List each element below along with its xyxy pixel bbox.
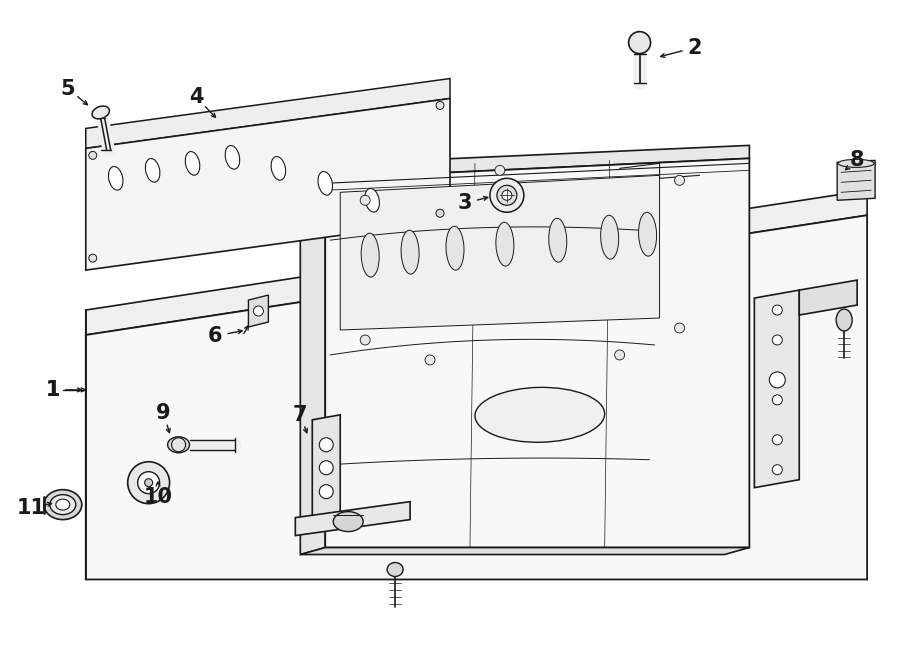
Text: 4: 4 [189, 87, 203, 107]
Circle shape [772, 305, 782, 315]
Ellipse shape [271, 156, 285, 180]
Polygon shape [340, 175, 660, 330]
Ellipse shape [44, 490, 82, 520]
Ellipse shape [387, 563, 403, 577]
Ellipse shape [361, 233, 379, 277]
Ellipse shape [185, 152, 200, 175]
Ellipse shape [167, 437, 190, 453]
Ellipse shape [401, 230, 419, 274]
Circle shape [89, 254, 96, 262]
Ellipse shape [838, 160, 874, 167]
Circle shape [772, 435, 782, 445]
Circle shape [128, 461, 169, 504]
Text: 1: 1 [46, 380, 60, 400]
Circle shape [425, 355, 435, 365]
Polygon shape [86, 99, 450, 270]
Circle shape [490, 178, 524, 213]
Polygon shape [325, 158, 750, 547]
Circle shape [138, 472, 159, 494]
Ellipse shape [496, 222, 514, 266]
Ellipse shape [318, 171, 332, 195]
Polygon shape [248, 295, 268, 327]
Polygon shape [301, 146, 750, 178]
Text: 8: 8 [850, 150, 864, 170]
Ellipse shape [446, 226, 464, 270]
Circle shape [360, 335, 370, 345]
Polygon shape [86, 215, 867, 579]
Polygon shape [799, 280, 857, 315]
Ellipse shape [92, 106, 110, 119]
Ellipse shape [639, 213, 657, 256]
Polygon shape [301, 158, 325, 555]
Circle shape [772, 465, 782, 475]
Circle shape [145, 479, 153, 487]
Circle shape [674, 323, 685, 333]
Text: 1: 1 [46, 380, 60, 400]
Text: 5: 5 [60, 79, 75, 99]
Polygon shape [754, 290, 799, 488]
Circle shape [320, 485, 333, 498]
Ellipse shape [549, 218, 567, 262]
Ellipse shape [225, 146, 239, 169]
Text: 7: 7 [293, 405, 308, 425]
Circle shape [772, 395, 782, 405]
Circle shape [320, 461, 333, 475]
Ellipse shape [836, 309, 852, 331]
Polygon shape [301, 547, 750, 555]
Polygon shape [295, 502, 410, 536]
Text: 3: 3 [458, 193, 473, 213]
Circle shape [360, 195, 370, 205]
Text: 6: 6 [208, 326, 222, 346]
Ellipse shape [600, 215, 618, 259]
Circle shape [770, 372, 786, 388]
Polygon shape [86, 190, 867, 335]
Circle shape [436, 101, 444, 109]
Ellipse shape [475, 387, 605, 442]
Circle shape [772, 335, 782, 345]
Circle shape [502, 190, 512, 201]
Text: 11: 11 [16, 498, 45, 518]
Circle shape [615, 350, 625, 360]
Circle shape [436, 209, 444, 217]
Ellipse shape [364, 189, 380, 212]
Circle shape [628, 32, 651, 54]
Ellipse shape [146, 158, 160, 182]
Ellipse shape [56, 499, 70, 510]
Ellipse shape [108, 167, 123, 190]
Ellipse shape [333, 512, 364, 532]
Text: 9: 9 [157, 403, 171, 423]
Polygon shape [86, 79, 450, 148]
Circle shape [497, 185, 517, 205]
Circle shape [320, 438, 333, 451]
Circle shape [89, 152, 96, 160]
Circle shape [495, 166, 505, 175]
Circle shape [172, 438, 185, 451]
Ellipse shape [50, 495, 76, 514]
Circle shape [254, 306, 264, 316]
Text: 2: 2 [688, 38, 702, 58]
Polygon shape [837, 160, 875, 201]
Polygon shape [312, 415, 340, 522]
Text: 10: 10 [144, 487, 173, 506]
Circle shape [674, 175, 685, 185]
